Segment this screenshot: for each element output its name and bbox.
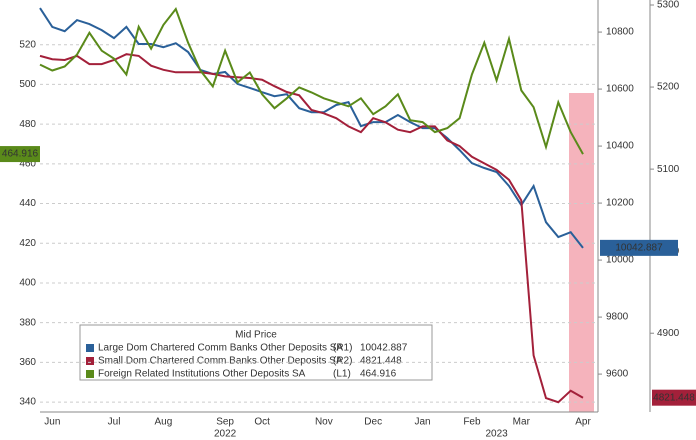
x-tick-label: Aug: [155, 417, 173, 428]
value-badge-label: 10042.887: [615, 243, 663, 254]
y-tick-label: 460: [19, 158, 36, 169]
x-tick-label: Nov: [315, 417, 333, 428]
x-group-label: 2023: [485, 429, 508, 440]
x-tick-label: Jun: [44, 417, 60, 428]
y-tick-label: 420: [19, 238, 36, 249]
y-tick-label: 500: [19, 79, 36, 90]
x-tick-label: Dec: [364, 417, 382, 428]
legend-value: 464.916: [360, 369, 397, 380]
series-line: [39, 7, 584, 249]
y3-tick-label: 5100: [657, 164, 680, 175]
y-tick-label: 380: [19, 317, 36, 328]
series-line: [39, 6, 584, 155]
legend-swatch: [86, 344, 94, 352]
y-tick-label: 400: [19, 278, 36, 289]
legend-value: 4821.448: [360, 356, 402, 367]
x-tick-label: Mar: [513, 417, 531, 428]
y2-tick-label: 10600: [606, 84, 634, 95]
legend-box: [79, 324, 433, 381]
y3-tick-label: 5200: [657, 82, 680, 93]
legend-swatch: [86, 370, 94, 378]
legend-title: Mid Price: [235, 330, 277, 341]
x-tick-label: Jul: [108, 417, 121, 428]
y-tick-label: 440: [19, 198, 36, 209]
x-tick-label: Apr: [575, 417, 591, 428]
value-badge-label: 464.916: [2, 149, 39, 160]
legend-label: Large Dom Chartered Comm Banks Other Dep…: [98, 343, 343, 354]
y-tick-label: 360: [19, 357, 36, 368]
legend-swatch: [86, 357, 94, 365]
y3-tick-label: 4900: [657, 328, 680, 339]
value-badge: [600, 239, 678, 256]
x-tick-label: Oct: [254, 417, 270, 428]
value-badge-label: 4821.448: [653, 392, 695, 403]
y-tick-label: 520: [19, 39, 36, 50]
x-group-label: 2022: [214, 429, 237, 440]
y2-tick-label: 10800: [606, 27, 634, 38]
y2-tick-label: 9800: [606, 312, 629, 323]
legend-value: 10042.887: [360, 343, 408, 354]
y3-tick-label: 5300: [657, 0, 680, 11]
legend-suffix: (R2): [333, 356, 352, 367]
x-tick-label: Jan: [415, 417, 431, 428]
value-badge: [652, 389, 696, 406]
y2-tick-label: 10200: [606, 198, 634, 209]
legend: Mid Price Large Dom Chartered Comm Banks…: [79, 324, 433, 381]
legend-suffix: (R1): [333, 343, 352, 354]
legend-label: Small Dom Chartered Comm Banks Other Dep…: [98, 356, 343, 367]
y2-tick-label: 10400: [606, 141, 634, 152]
y2-tick-label: 10000: [606, 255, 634, 266]
highlight-band: [569, 93, 594, 412]
legend-label: Foreign Related Institutions Other Depos…: [98, 369, 306, 380]
y-tick-label: 480: [19, 119, 36, 130]
y2-tick-label: 9600: [606, 369, 629, 380]
value-badge: [0, 146, 40, 163]
y-tick-label: 340: [19, 397, 36, 408]
x-tick-label: Sep: [216, 417, 234, 428]
legend-suffix: (L1): [333, 369, 351, 380]
x-tick-label: Feb: [463, 417, 481, 428]
